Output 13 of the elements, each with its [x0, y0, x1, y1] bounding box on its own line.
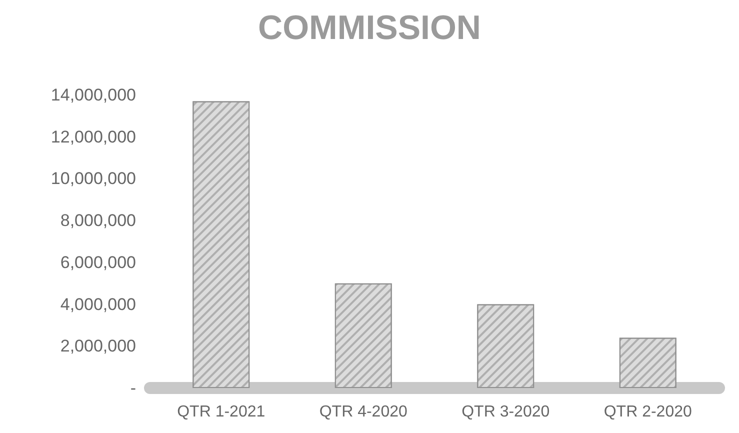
y-tick-label: 4,000,000 — [60, 294, 136, 314]
y-tick-label: 2,000,000 — [60, 336, 136, 356]
y-tick-label: 6,000,000 — [60, 252, 136, 272]
x-tick-label: QTR 2-2020 — [604, 404, 692, 420]
chart-title: COMMISSION — [258, 9, 481, 47]
x-tick-label: QTR 4-2020 — [319, 404, 408, 420]
x-tick-label: QTR 1-2021 — [177, 404, 266, 420]
y-tick-label: 10,000,000 — [50, 169, 136, 188]
y-tick-label: 8,000,000 — [60, 211, 136, 230]
y-tick-label: 14,000,000 — [50, 86, 136, 104]
y-tick-label: 12,000,000 — [50, 127, 136, 146]
y-tick-label: - — [130, 378, 136, 398]
x-tick-label: QTR 3-2020 — [462, 404, 550, 420]
